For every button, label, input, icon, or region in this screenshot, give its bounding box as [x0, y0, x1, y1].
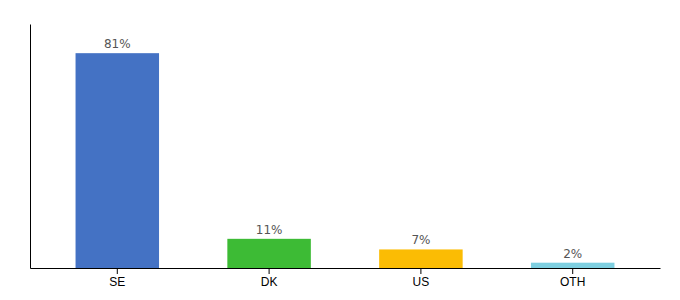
y-axis-line	[30, 25, 31, 269]
x-axis: SE DK US OTH	[31, 268, 661, 289]
x-tick: US	[413, 268, 430, 289]
bars	[76, 53, 615, 268]
x-tick-mark	[420, 268, 421, 274]
plot: SE DK US OTH 81% 11% 7% 2%	[31, 25, 661, 289]
chart: SE DK US OTH 81% 11% 7% 2%	[0, 0, 680, 300]
x-tick-mark	[269, 268, 270, 274]
x-tick-label: US	[413, 275, 430, 289]
data-label: 7%	[411, 233, 430, 247]
x-axis-line	[31, 268, 661, 269]
x-tick-mark	[117, 268, 118, 274]
x-tick-label: DK	[261, 275, 278, 289]
x-tick: SE	[109, 268, 125, 289]
bar	[531, 263, 614, 268]
data-label: 2%	[563, 247, 582, 261]
bar	[379, 249, 462, 268]
x-tick-label: SE	[109, 275, 125, 289]
data-labels: 81% 11% 7% 2%	[104, 37, 582, 261]
y-axis	[30, 25, 31, 269]
x-tick-mark	[572, 268, 573, 274]
x-tick-label: OTH	[560, 275, 585, 289]
x-tick: OTH	[560, 268, 585, 289]
bar	[227, 239, 310, 268]
data-label: 11%	[256, 223, 283, 237]
x-tick: DK	[261, 268, 278, 289]
bar	[76, 53, 159, 268]
data-label: 81%	[104, 37, 131, 51]
